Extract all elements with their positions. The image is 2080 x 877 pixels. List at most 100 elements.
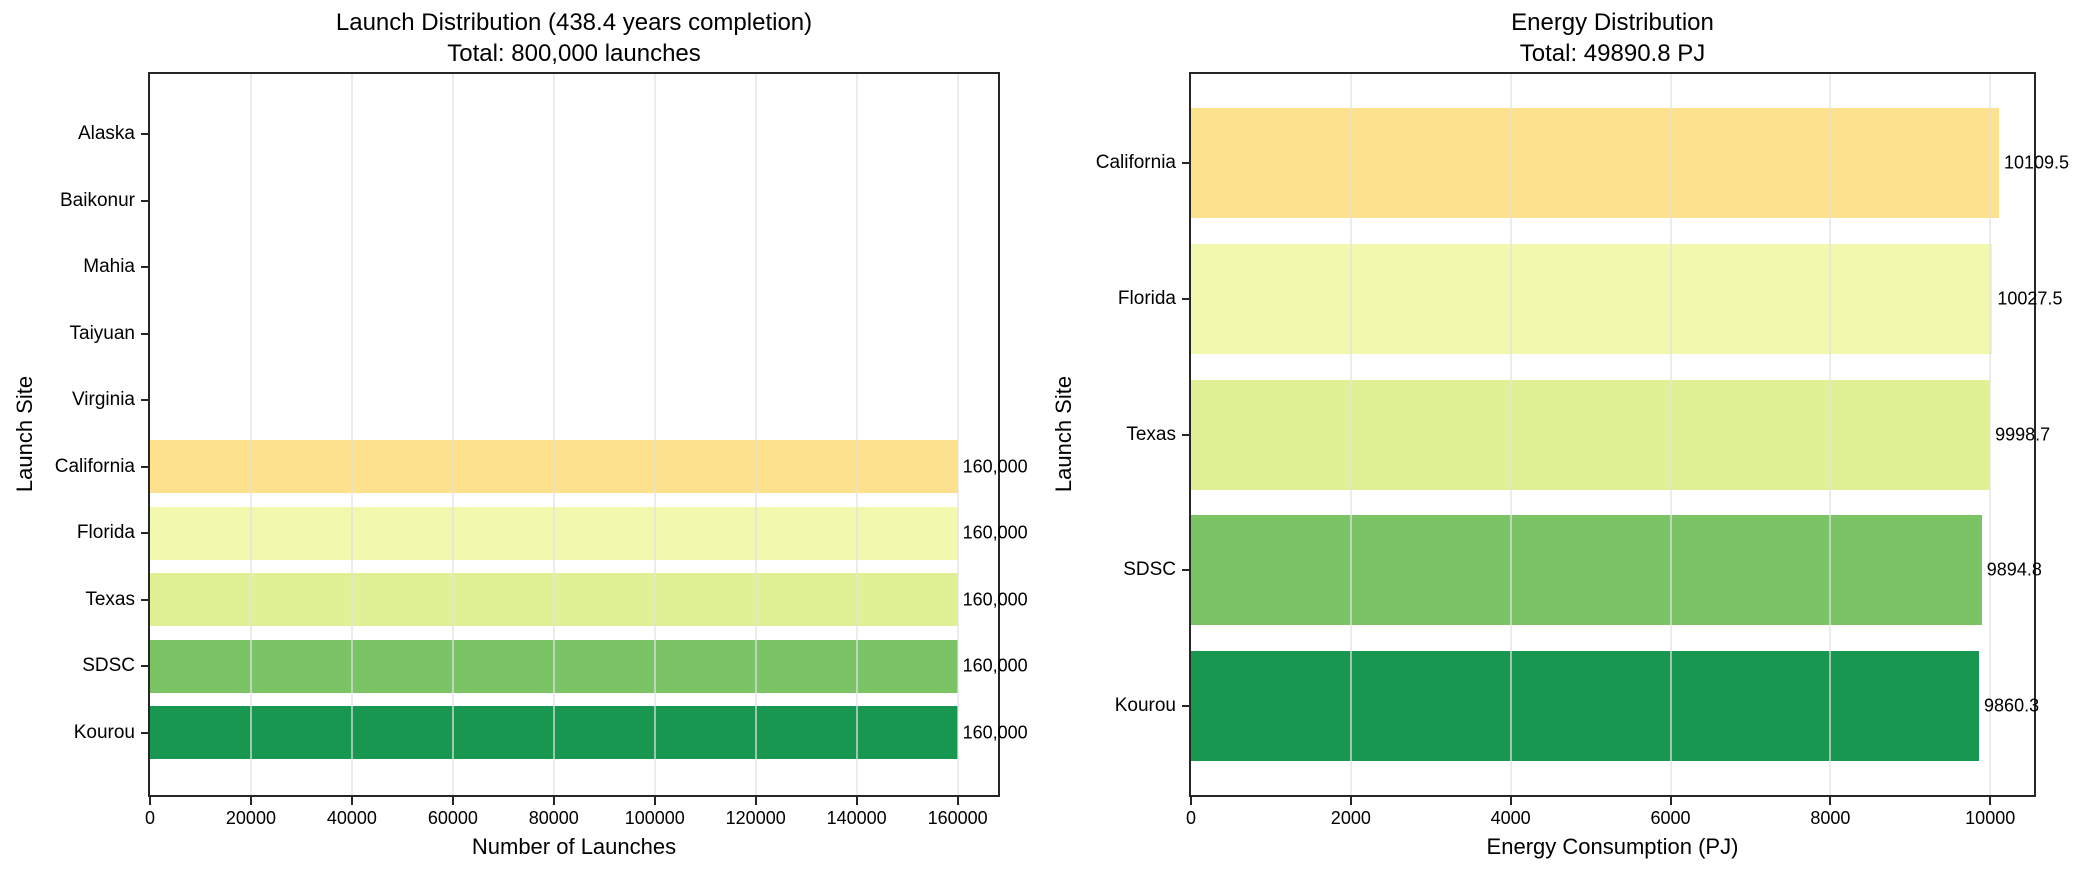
y-tick-mark: [141, 598, 148, 601]
x-tick-label: 80000: [528, 808, 579, 828]
chart-title: Energy Distribution Total: 49890.8 PJ: [1189, 7, 2036, 69]
y-tick-mark: [1182, 161, 1189, 164]
bar-value-label: 9860.3: [1984, 695, 2040, 716]
y-tick-label: SDSC: [1123, 559, 1176, 581]
x-tick-label: 6000: [1650, 808, 1691, 828]
bar-sdsc: [1191, 515, 1982, 626]
x-tick-mark: [149, 797, 151, 805]
y-tick-mark: [141, 465, 148, 468]
gridline: [956, 74, 959, 795]
chart-title-line2: Total: 800,000 launches: [447, 40, 701, 67]
gridline: [1989, 74, 1992, 795]
y-tick-label: SDSC: [82, 655, 135, 677]
x-tick-mark: [1829, 797, 1832, 805]
x-tick-mark: [956, 797, 959, 805]
bar-value-label: 160,000: [962, 522, 1028, 543]
y-tick-label: Kourou: [73, 721, 135, 743]
x-tick-mark: [350, 797, 353, 805]
x-tick-mark: [1669, 797, 1672, 805]
x-tick-mark: [451, 797, 454, 805]
y-tick-mark: [141, 266, 148, 269]
y-tick-mark: [141, 399, 148, 402]
y-tick-mark: [1182, 297, 1189, 300]
x-tick-label: 160000: [927, 808, 988, 828]
y-axis-label: Launch Site: [1051, 375, 1076, 493]
x-tick-mark: [653, 797, 656, 805]
y-tick-label: California: [1095, 151, 1176, 173]
x-tick-label: 4000: [1490, 808, 1531, 828]
y-tick-label: Kourou: [1114, 695, 1176, 717]
x-tick-mark: [1190, 797, 1192, 805]
x-tick-mark: [1349, 797, 1352, 805]
gridline: [1669, 74, 1672, 795]
y-tick-label: Texas: [1126, 423, 1176, 445]
gridline: [754, 74, 757, 795]
x-tick-label: 0: [1185, 808, 1197, 828]
y-tick-label: Taiyuan: [69, 322, 136, 344]
x-axis-label: Energy Consumption (PJ): [1486, 834, 1739, 859]
y-tick-mark: [141, 133, 148, 136]
bar-california: [150, 440, 958, 494]
gridline: [552, 74, 555, 795]
y-tick-label: Alaska: [77, 123, 135, 145]
gridline: [350, 74, 353, 795]
y-tick-mark: [141, 332, 148, 335]
gridline: [1509, 74, 1512, 795]
y-tick-label: Florida: [76, 522, 135, 544]
y-tick-mark: [141, 665, 148, 668]
x-axis-label: Number of Launches: [471, 834, 677, 859]
x-tick-mark: [1509, 797, 1512, 805]
bar-florida: [1191, 243, 1993, 354]
gridline: [451, 74, 454, 795]
x-tick-label: 2000: [1330, 808, 1371, 828]
bar-value-label: 10109.5: [2003, 152, 2070, 173]
bar-value-label: 9894.8: [1986, 559, 2042, 580]
y-tick-mark: [1182, 705, 1189, 708]
y-tick-mark: [141, 731, 148, 734]
x-tick-label: 60000: [427, 808, 478, 828]
chart-title-line2: Total: 49890.8 PJ: [1519, 40, 1706, 67]
bar-value-label: 160,000: [962, 722, 1028, 743]
x-tick-label: 10000: [1965, 808, 2016, 828]
y-axis-label: Launch Site: [12, 375, 37, 493]
y-tick-label: Florida: [1117, 287, 1176, 309]
bar-value-label: 160,000: [962, 589, 1028, 610]
y-tick-label: California: [54, 455, 135, 477]
bar-value-label: 10027.5: [1997, 288, 2063, 309]
y-tick-mark: [1182, 569, 1189, 572]
bar-texas: [150, 573, 958, 627]
x-tick-label: 40000: [326, 808, 377, 828]
y-tick-label: Virginia: [71, 389, 135, 411]
x-tick-mark: [1989, 797, 1992, 805]
bar-kourou: [150, 706, 958, 760]
gridline: [855, 74, 858, 795]
x-tick-label: 100000: [624, 808, 685, 828]
y-tick-mark: [141, 532, 148, 535]
x-tick-label: 120000: [725, 808, 786, 828]
bar-value-label: 160,000: [962, 456, 1028, 477]
y-tick-mark: [141, 199, 148, 202]
bar-florida: [150, 506, 958, 560]
bar-texas: [1191, 379, 1991, 490]
bar-value-label: 160,000: [962, 655, 1028, 676]
bar-value-label: 9998.7: [1995, 424, 2051, 444]
x-tick-label: 8000: [1810, 808, 1851, 828]
x-tick-mark: [855, 797, 858, 805]
chart-title-line1: Launch Distribution (438.4 years complet…: [335, 9, 813, 36]
x-tick-mark: [249, 797, 252, 805]
bar-california: [1191, 107, 1999, 218]
bar-kourou: [1191, 651, 1980, 762]
chart-title: Launch Distribution (438.4 years complet…: [148, 7, 1000, 69]
x-tick-label: 20000: [225, 808, 276, 828]
y-tick-label: Mahia: [83, 256, 135, 278]
y-tick-label: Baikonur: [60, 189, 135, 211]
gridline: [653, 74, 656, 795]
x-tick-mark: [754, 797, 757, 805]
x-tick-label: 140000: [826, 808, 887, 828]
gridline: [1829, 74, 1832, 795]
chart-title-line1: Energy Distribution: [1511, 9, 1714, 36]
bar-sdsc: [150, 639, 958, 693]
